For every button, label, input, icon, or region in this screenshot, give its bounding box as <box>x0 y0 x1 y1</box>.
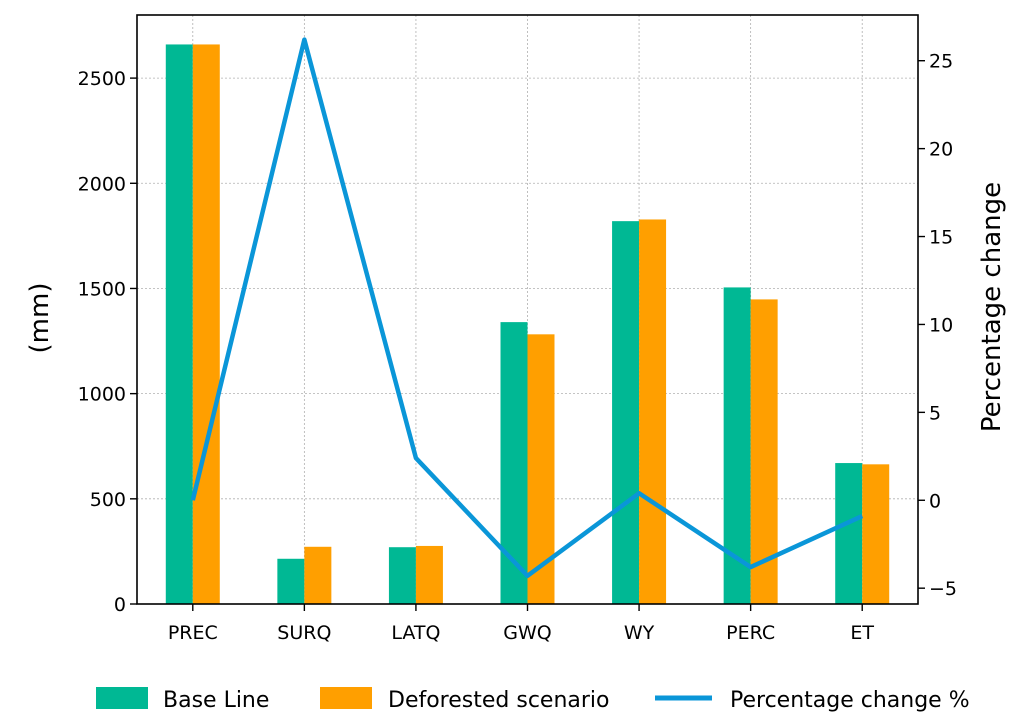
x-tick-label-prec: PREC <box>168 622 218 644</box>
line-layer <box>190 37 864 579</box>
y-tick-label-1: 500 <box>90 489 126 511</box>
bar-deforested-et <box>862 464 890 604</box>
bar-deforested-wy <box>639 219 667 604</box>
x-tick-label-et: ET <box>850 622 874 644</box>
legend: Base Line Deforested scenario Percentage… <box>96 687 970 713</box>
x-tick-label-latq: LATQ <box>391 622 440 644</box>
legend-swatch-deforested <box>320 687 372 709</box>
percentage-change-line <box>190 37 864 579</box>
bar-base-line-latq <box>388 547 416 604</box>
y2-axis-label: Percentage change <box>977 182 1007 432</box>
y-tick-label-5: 2500 <box>78 68 126 90</box>
y-tick-label-4: 2000 <box>78 173 126 195</box>
legend-label-deforested: Deforested scenario <box>388 688 610 713</box>
legend-label-base-line: Base Line <box>163 688 269 713</box>
y2-tick-label-2: 5 <box>929 402 941 424</box>
x-tick-label-gwq: GWQ <box>503 622 551 644</box>
x-tick-label-perc: PERC <box>726 622 775 644</box>
legend-label-percentage: Percentage change % <box>730 688 970 713</box>
bar-base-line-et <box>835 463 863 604</box>
x-tick-label-surq: SURQ <box>277 622 331 644</box>
bar-base-line-wy <box>612 221 640 604</box>
bar-base-line-surq <box>277 558 305 604</box>
bar-deforested-latq <box>415 545 443 604</box>
x-tick-label-wy: WY <box>624 622 655 644</box>
bar-deforested-perc <box>750 299 778 604</box>
y-tick-label-0: 0 <box>114 594 126 616</box>
bar-deforested-surq <box>304 546 332 604</box>
axes-layer: 0 500 1000 1500 2000 2500 −5 0 5 10 15 20 25 PREC SURQ… <box>78 14 957 644</box>
bar-base-line-prec <box>165 44 193 604</box>
y-axis-label: (mm) <box>25 283 55 354</box>
y-tick-label-2: 1000 <box>78 384 126 406</box>
bar-base-line-gwq <box>500 322 528 604</box>
y-tick-label-3: 1500 <box>78 278 126 300</box>
legend-swatch-base-line <box>96 687 148 709</box>
y2-tick-label-1: 0 <box>929 490 941 512</box>
bars-layer <box>165 44 890 604</box>
y2-tick-label-5: 20 <box>929 139 953 161</box>
y2-tick-label-3: 10 <box>929 314 953 336</box>
y2-tick-label-4: 15 <box>929 227 953 249</box>
y2-tick-label-6: 25 <box>929 51 953 73</box>
bar-deforested-prec <box>192 44 220 604</box>
y2-tick-label-0: −5 <box>929 578 957 600</box>
